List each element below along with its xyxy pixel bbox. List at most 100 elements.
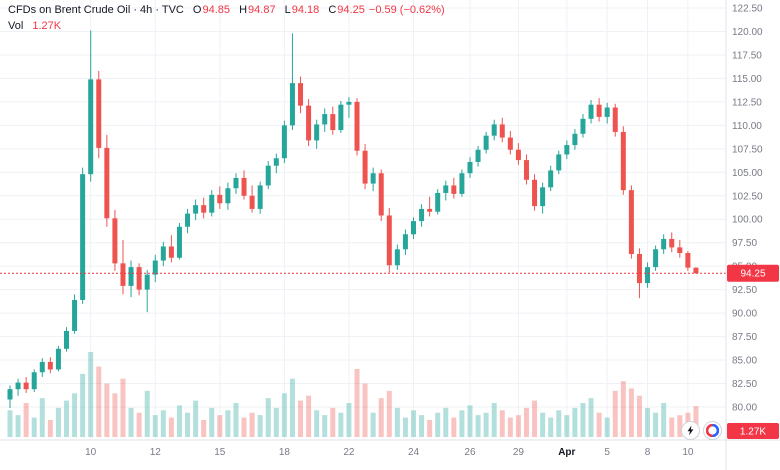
volume-bar bbox=[443, 407, 449, 437]
volume-bar bbox=[532, 400, 538, 437]
volume-bar bbox=[362, 383, 368, 437]
svg-text:94.25: 94.25 bbox=[740, 269, 765, 280]
candle-body bbox=[645, 267, 651, 284]
price-tick-label: 117.50 bbox=[732, 50, 762, 61]
candle-body bbox=[515, 149, 521, 161]
volume-bar bbox=[483, 412, 489, 437]
candles bbox=[7, 30, 699, 408]
volume-bar bbox=[346, 403, 352, 437]
close-value: 94.25 bbox=[337, 4, 365, 16]
time-tick-label: Apr bbox=[558, 447, 575, 458]
candle-body bbox=[330, 114, 336, 131]
volume-bar bbox=[152, 415, 158, 437]
candle-body bbox=[475, 149, 481, 162]
data-provider-logo-button[interactable] bbox=[703, 421, 722, 440]
time-tick-label: 10 bbox=[682, 447, 694, 458]
volume-bar bbox=[88, 352, 94, 437]
volume-bar bbox=[435, 412, 441, 437]
candle-body bbox=[233, 177, 239, 189]
low-value: 94.18 bbox=[291, 4, 320, 16]
lightning-button[interactable] bbox=[681, 421, 700, 440]
volume-bar bbox=[193, 400, 199, 437]
open-value: 94.85 bbox=[202, 4, 231, 16]
candle-body bbox=[80, 174, 86, 300]
volume-bar bbox=[411, 410, 416, 437]
candle-body bbox=[572, 133, 578, 146]
time-tick-label: 12 bbox=[150, 447, 162, 458]
volume-bar bbox=[459, 410, 465, 437]
grid bbox=[0, 0, 726, 440]
time-tick-label: 24 bbox=[408, 447, 420, 458]
candle-body bbox=[104, 147, 110, 219]
candle-body bbox=[459, 173, 465, 194]
candle-body bbox=[55, 348, 61, 370]
candle-body bbox=[564, 145, 570, 155]
price-tick-label: 80.00 bbox=[732, 403, 757, 414]
volume-bar bbox=[96, 366, 102, 437]
volume-bar bbox=[628, 388, 634, 437]
candle-body bbox=[354, 101, 360, 151]
price-tick-label: 115.00 bbox=[732, 74, 762, 85]
volume-bar bbox=[330, 407, 336, 437]
candle-body bbox=[612, 107, 618, 132]
volume-bar bbox=[394, 407, 400, 437]
candle-body bbox=[47, 361, 53, 370]
price-tick-label: 105.00 bbox=[732, 168, 763, 179]
candle-body bbox=[72, 299, 78, 331]
close-label: C bbox=[328, 4, 337, 16]
time-tick-label: 10 bbox=[85, 447, 97, 458]
candle-body bbox=[241, 177, 247, 196]
volume-bar bbox=[39, 398, 45, 437]
volume-bar bbox=[201, 420, 207, 437]
candle-body bbox=[636, 253, 642, 284]
volume-bar bbox=[112, 393, 118, 437]
candle-body bbox=[88, 79, 94, 175]
time-tick-label: 26 bbox=[464, 447, 476, 458]
volume-bar bbox=[63, 400, 69, 437]
change-value: −0.59 (−0.62%) bbox=[368, 4, 445, 16]
time-tick-label: 22 bbox=[343, 447, 355, 458]
volume-bar bbox=[612, 390, 618, 437]
candle-body bbox=[338, 104, 344, 131]
candle-body bbox=[225, 188, 231, 204]
candle-body bbox=[168, 246, 174, 258]
candle-body bbox=[152, 260, 158, 275]
volume-bar bbox=[604, 417, 610, 437]
volume-bar bbox=[548, 417, 554, 437]
candle-body bbox=[596, 104, 602, 117]
time-axis[interactable]: 10 12 15 18 22 24 26 29 Apr 5 8 10 bbox=[85, 447, 694, 458]
volume-label[interactable]: Vol bbox=[8, 20, 24, 32]
candle-body bbox=[402, 234, 408, 250]
volume-bar bbox=[677, 415, 683, 437]
candle-body bbox=[112, 218, 118, 264]
time-tick-label: 29 bbox=[513, 447, 525, 458]
volume-bar bbox=[298, 400, 304, 437]
open-label: O bbox=[192, 4, 202, 16]
candle-body bbox=[289, 83, 295, 126]
price-tick-label: 85.00 bbox=[732, 356, 757, 367]
price-tick-label: 82.50 bbox=[732, 379, 757, 390]
volume-bar bbox=[378, 398, 384, 437]
volume-bar bbox=[7, 410, 13, 437]
volume-bar bbox=[507, 417, 513, 437]
price-axis[interactable]: 122.50 120.00 117.50 115.00 112.50 110.00 107.… bbox=[732, 4, 763, 414]
candle-body bbox=[491, 124, 497, 136]
last-price-tag: 94.25 bbox=[727, 264, 779, 282]
volume-bar bbox=[160, 410, 166, 437]
price-tick-label: 92.50 bbox=[732, 285, 757, 296]
volume-bar bbox=[515, 415, 521, 437]
volume-bar bbox=[386, 390, 392, 437]
volume-bar bbox=[15, 415, 21, 437]
volume-bar bbox=[265, 398, 271, 437]
candle-body bbox=[249, 195, 255, 209]
candle-body bbox=[620, 131, 626, 191]
candle-body bbox=[201, 205, 207, 213]
symbol-title[interactable]: CFDs on Brent Crude Oil · 4h · TVC bbox=[8, 4, 184, 16]
candle-body bbox=[483, 135, 489, 150]
volume-bar bbox=[225, 410, 231, 437]
volume-bar bbox=[120, 378, 126, 437]
data-provider-logo-icon bbox=[706, 424, 719, 437]
price-tick-label: 97.50 bbox=[732, 238, 757, 249]
candle-body bbox=[281, 125, 287, 159]
